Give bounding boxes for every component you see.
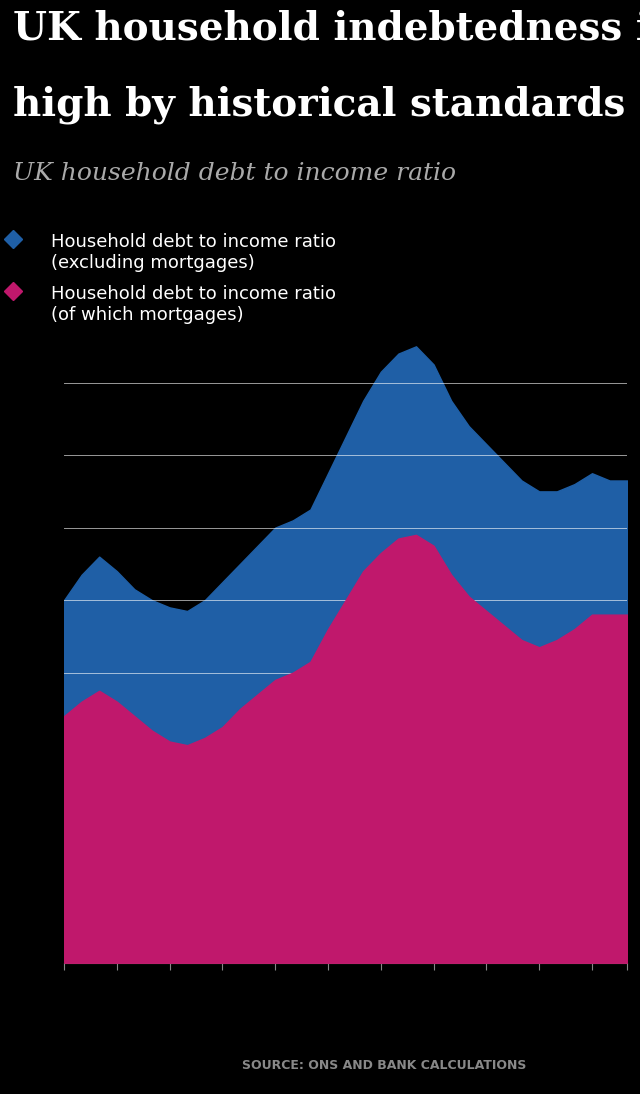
Text: SOURCE: ONS AND BANK CALCULATIONS: SOURCE: ONS AND BANK CALCULATIONS bbox=[242, 1059, 526, 1072]
Text: UK household indebtedness is: UK household indebtedness is bbox=[13, 9, 640, 47]
Text: high by historical standards: high by historical standards bbox=[13, 85, 625, 125]
Text: UK household debt to income ratio: UK household debt to income ratio bbox=[13, 162, 456, 185]
Text: Household debt to income ratio
(of which mortgages): Household debt to income ratio (of which… bbox=[51, 284, 336, 324]
Text: Household debt to income ratio
(excluding mortgages): Household debt to income ratio (excludin… bbox=[51, 233, 336, 271]
